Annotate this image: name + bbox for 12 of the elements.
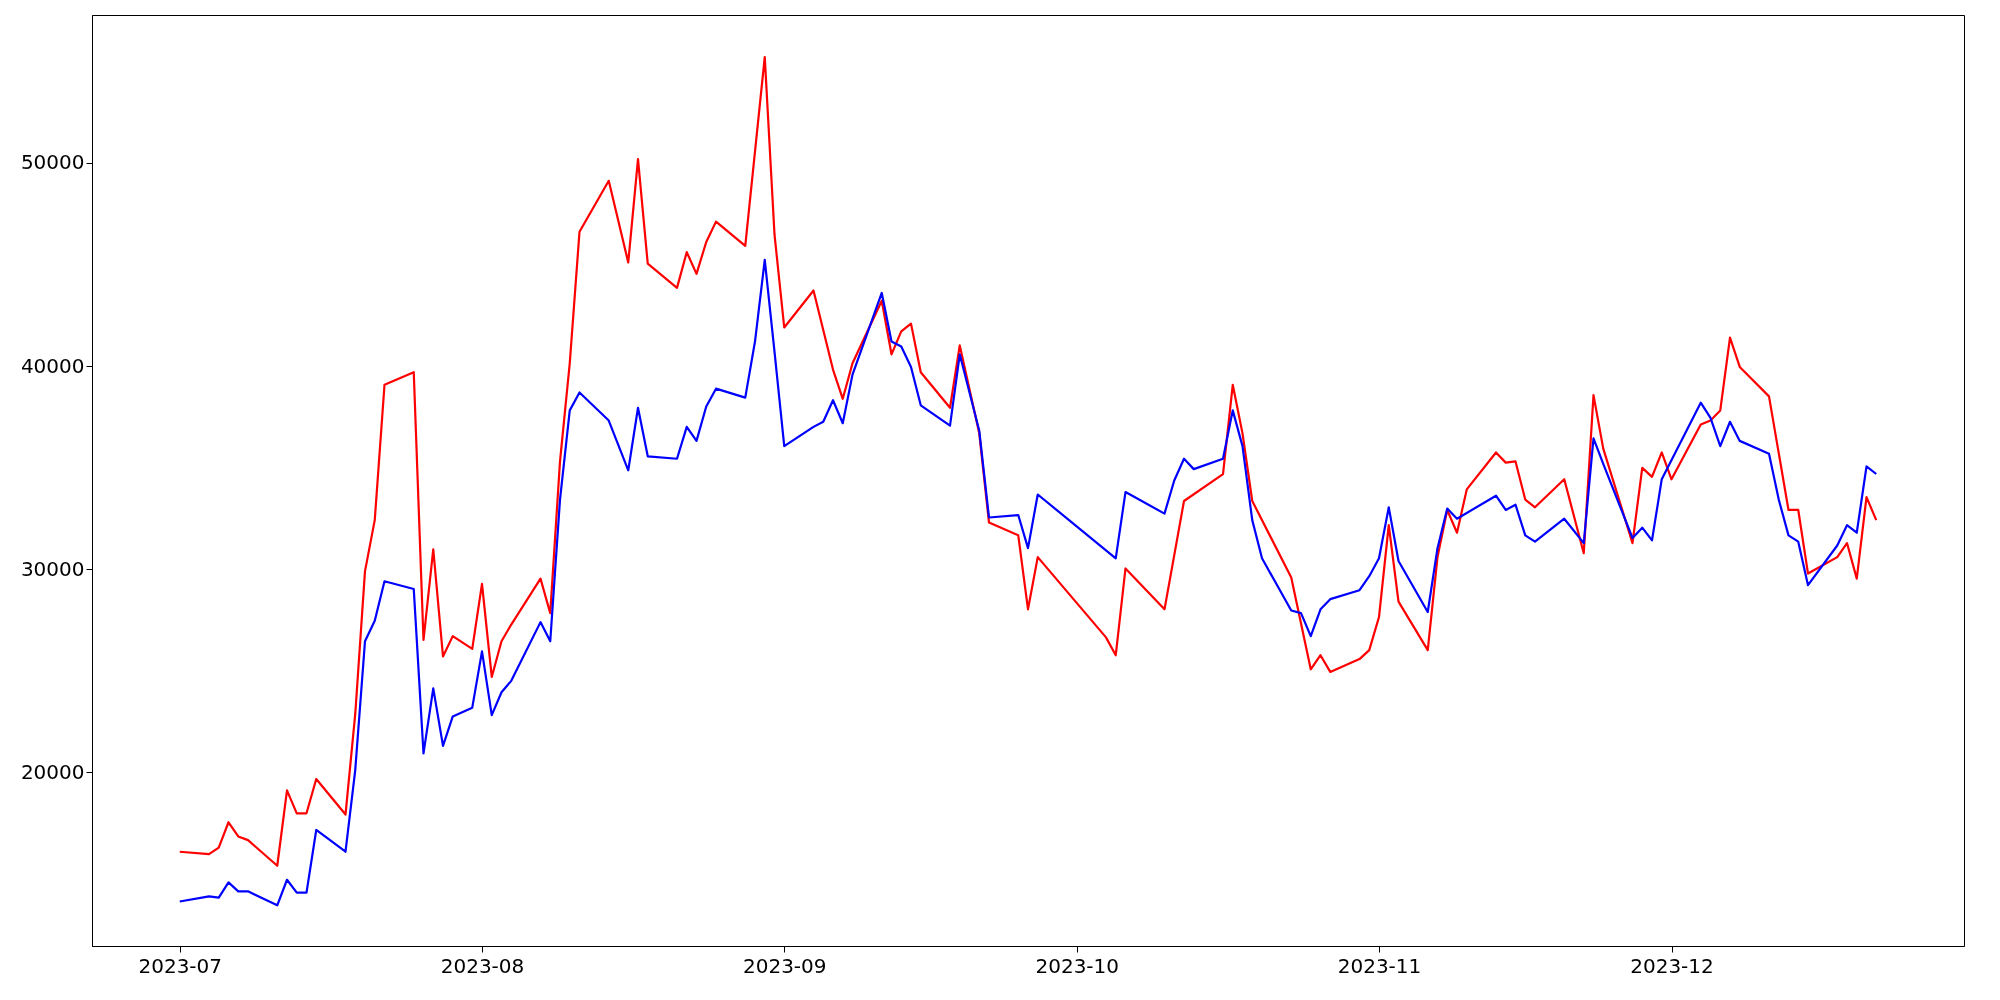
y-tick-label: 30000 bbox=[20, 556, 85, 581]
x-tick-label: 2023-08 bbox=[440, 953, 525, 978]
y-tick-label: 50000 bbox=[20, 150, 85, 175]
line-series bbox=[178, 55, 1878, 867]
y-tick-label: 20000 bbox=[20, 759, 85, 784]
x-tick-label: 2023-09 bbox=[742, 953, 827, 978]
x-tick-label: 2023-12 bbox=[1630, 953, 1714, 978]
line-series bbox=[178, 258, 1878, 907]
x-tick-label: 2023-10 bbox=[1035, 953, 1120, 978]
x-tick-label: 2023-11 bbox=[1337, 953, 1422, 978]
y-tick-label: 40000 bbox=[20, 353, 85, 378]
x-tick-label: 2023-07 bbox=[138, 953, 223, 978]
